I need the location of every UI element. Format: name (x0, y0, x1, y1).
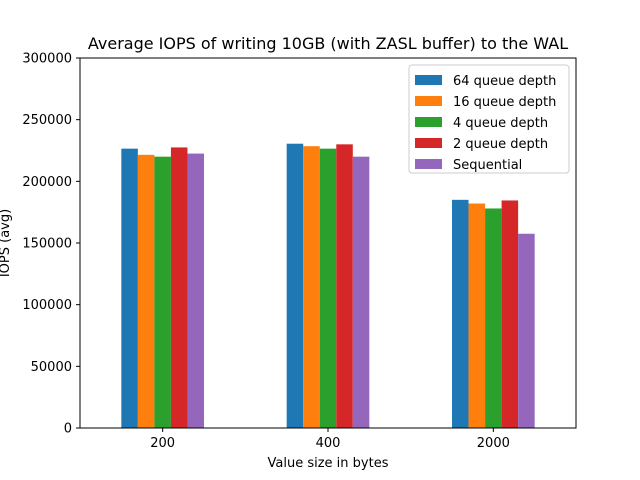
bar (336, 144, 353, 428)
y-tick-label: 300000 (22, 52, 72, 67)
legend-label: 2 queue depth (453, 137, 548, 152)
y-axis-label: IOPS (avg) (0, 209, 13, 277)
legend-label: 4 queue depth (453, 116, 548, 131)
legend-label: Sequential (453, 158, 522, 173)
x-axis: 200 400 2000 (150, 428, 510, 451)
legend-swatch (415, 96, 442, 106)
bar (154, 156, 171, 429)
bar (468, 203, 486, 428)
y-tick-label: 200000 (22, 175, 72, 190)
chart-title: Average IOPS of writing 10GB (with ZASL … (88, 34, 568, 53)
bar (303, 146, 320, 428)
legend-swatch (415, 138, 442, 148)
bar (501, 200, 519, 428)
x-tick-label: 200 (150, 436, 175, 451)
y-tick-label: 100000 (22, 298, 72, 313)
legend-swatch (415, 159, 442, 169)
legend-swatch (415, 117, 442, 127)
bar (518, 233, 535, 428)
bar (121, 148, 138, 428)
legend-label: 64 queue depth (453, 74, 556, 89)
y-tick-label: 50000 (31, 360, 72, 375)
bar (286, 143, 304, 428)
y-tick-label: 250000 (22, 113, 72, 128)
legend: 64 queue depth 16 queue depth 4 queue dept… (408, 64, 570, 174)
y-tick-label: 0 (64, 422, 72, 437)
plot-frame (79, 57, 577, 429)
bar (485, 208, 502, 428)
legend-box (408, 64, 570, 174)
x-tick-label: 2000 (477, 436, 510, 451)
legend-label: 16 queue depth (453, 95, 556, 110)
x-axis-label: Value size in bytes (268, 456, 389, 471)
bar (452, 199, 469, 428)
x-tick-label: 400 (316, 436, 341, 451)
legend-swatch (415, 75, 442, 85)
y-tick-label: 150000 (22, 237, 72, 252)
bars-group (121, 143, 535, 429)
bar (137, 154, 155, 428)
bar (170, 147, 188, 429)
bar (319, 148, 337, 428)
y-axis: 0 50000 100000 150000 200000 250000 300000 (22, 52, 80, 437)
bar (187, 153, 204, 428)
bar (352, 156, 370, 429)
